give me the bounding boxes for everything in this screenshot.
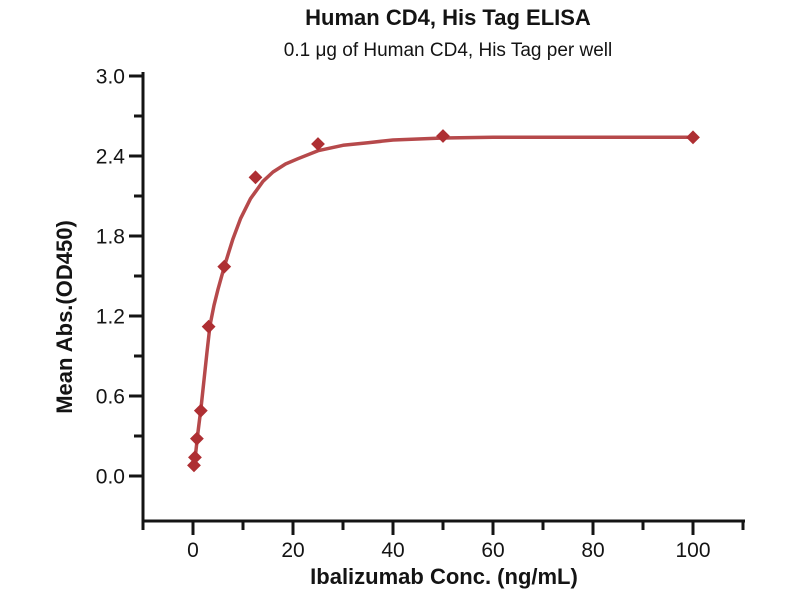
- y-tick-label: 0.0: [96, 466, 125, 489]
- x-tick-label: 0: [187, 539, 199, 562]
- data-point-marker: [193, 403, 208, 418]
- data-point-marker: [201, 319, 216, 334]
- y-tick-label: 0.6: [96, 386, 125, 409]
- x-tick-label: 100: [675, 539, 710, 562]
- x-tick-label: 40: [381, 539, 404, 562]
- y-tick-label: 1.8: [96, 226, 125, 249]
- data-point-marker: [189, 431, 204, 446]
- x-axis-label: Ibalizumab Conc. (ng/mL): [310, 564, 578, 589]
- y-tick-label: 1.2: [96, 306, 125, 329]
- fit-curve-group: [192, 135, 695, 468]
- data-point-marker: [686, 130, 700, 145]
- data-point-marker: [187, 458, 201, 473]
- chart-title: Human CD4, His Tag ELISA: [305, 5, 591, 30]
- axis-ticks: [129, 74, 745, 535]
- axis-tick-labels: 0 20 40 60 80 100 0.0 0.6 1.2 1.8 2.4 3.0: [96, 66, 711, 563]
- x-tick-label: 80: [581, 539, 604, 562]
- data-points-group: [187, 129, 700, 473]
- fit-curve: [192, 135, 695, 468]
- data-point-marker: [248, 170, 263, 185]
- chart-subtitle: 0.1 μg of Human CD4, His Tag per well: [284, 40, 612, 61]
- data-point-marker: [311, 137, 325, 151]
- x-tick-label: 60: [481, 539, 504, 562]
- y-axis-label: Mean Abs.(OD450): [52, 220, 77, 414]
- data-point-marker: [436, 129, 450, 143]
- x-tick-label: 20: [281, 539, 304, 562]
- data-point-marker: [188, 450, 202, 465]
- y-tick-label: 3.0: [96, 66, 125, 89]
- y-tick-label: 2.4: [96, 146, 126, 169]
- data-point-marker: [217, 259, 232, 274]
